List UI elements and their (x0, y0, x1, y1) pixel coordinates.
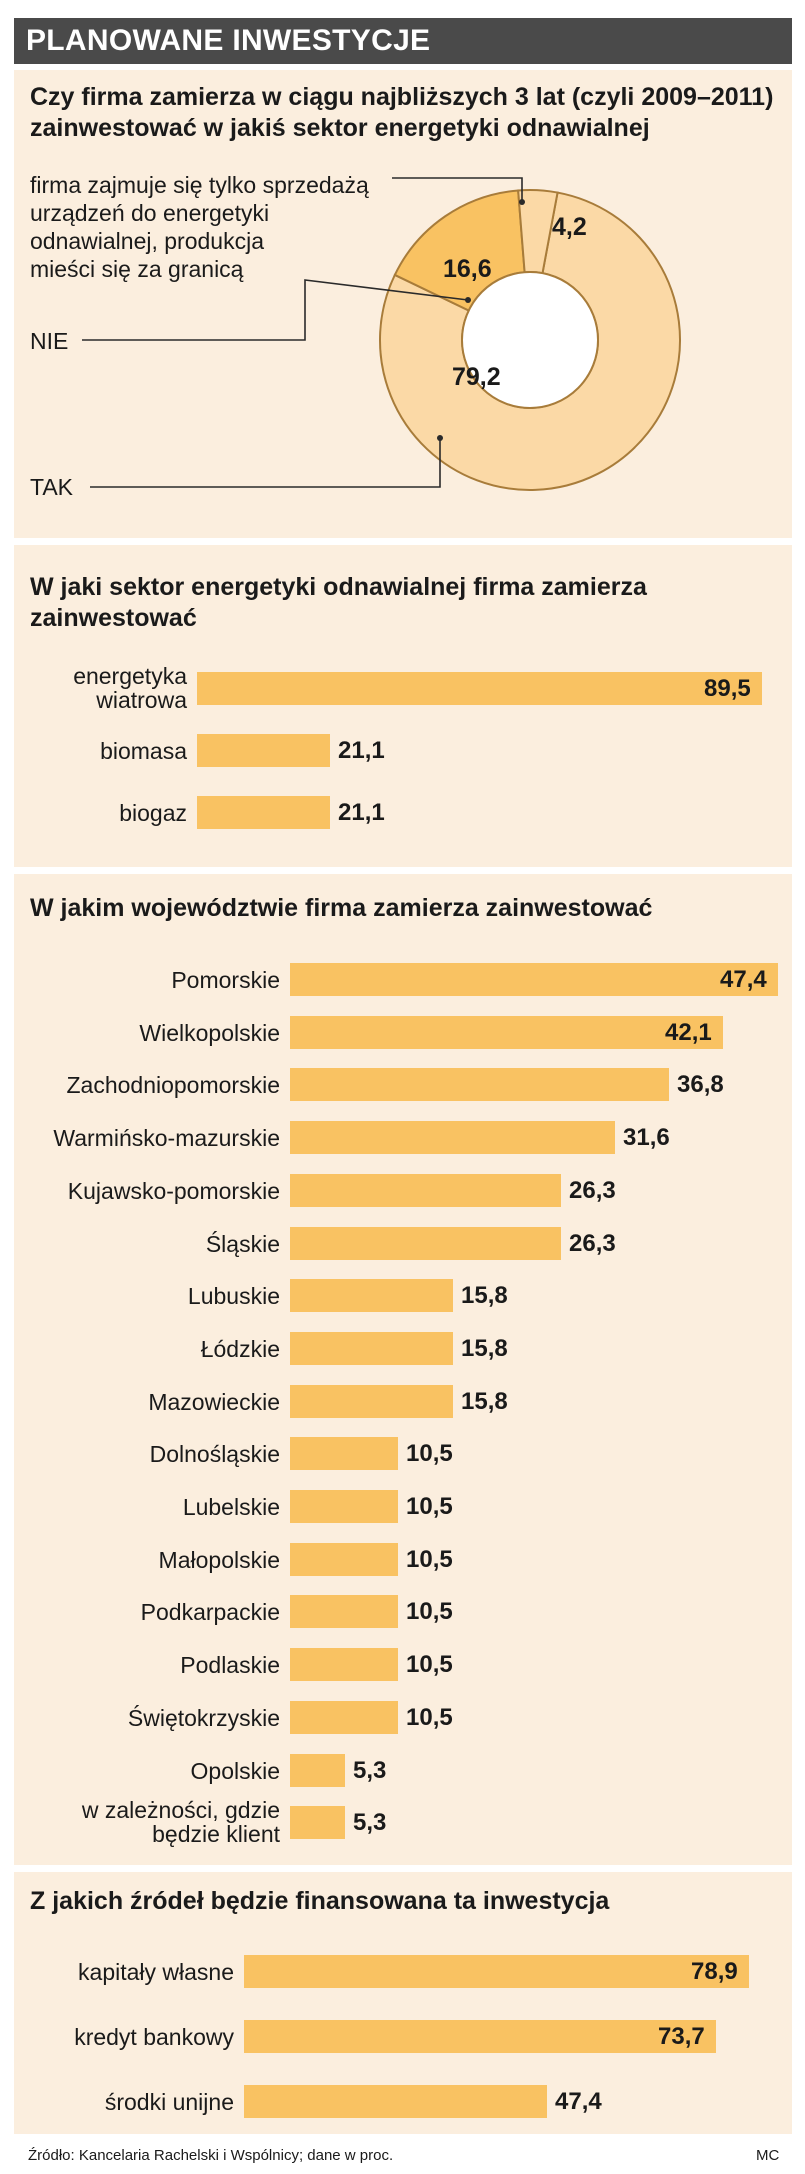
region-category-label: Podlaskie (180, 1652, 280, 1679)
region-value-label: 10,5 (406, 1440, 453, 1468)
divider (14, 1865, 792, 1872)
region-bar (290, 1015, 723, 1049)
financing-title: Z jakich źródeł będzie finansowana ta in… (30, 1887, 610, 1915)
financing-bar (244, 2085, 547, 2118)
region-category-label: Wielkopolskie (139, 1019, 280, 1046)
leader-line-nie (82, 279, 469, 341)
donut-foreign-label-line-1: firma zajmuje się tylko sprzedażą (30, 172, 369, 198)
region-bar (290, 1490, 398, 1523)
leader-dot-foreign (519, 199, 525, 205)
region-bar (290, 1173, 561, 1207)
region-category-label: Mazowieckie (148, 1388, 280, 1415)
region-bar (290, 1121, 615, 1155)
region-value-label: 36,8 (677, 1071, 724, 1099)
regions-title: W jakim województwie firma zamierza zain… (30, 894, 653, 922)
financing-category-label: kapitały własne (78, 1959, 234, 1985)
sector-value-label: 21,1 (338, 799, 385, 826)
leader-line-foreign (392, 177, 523, 202)
region-category-label: Kujawsko-pomorskie (67, 1177, 280, 1204)
leader-dot-tak (437, 435, 443, 441)
leader-dot-nie (465, 297, 471, 303)
divider (14, 867, 792, 874)
financing-value-label: 47,4 (555, 2088, 602, 2115)
donut-foreign-label-line-4: mieści się za granicą (30, 256, 244, 282)
sector-value-label: 21,1 (338, 737, 385, 764)
region-value-label: 10,5 (406, 1545, 453, 1573)
sector-value-label: 89,5 (704, 675, 751, 702)
region-bar (290, 1648, 398, 1682)
region-bar (290, 1068, 669, 1102)
region-value-label: 31,6 (623, 1124, 670, 1152)
region-value-label: 5,3 (353, 1809, 387, 1837)
region-value-label: 5,3 (353, 1756, 387, 1784)
sector-category-label: energetyka wiatrowa (73, 663, 187, 713)
donut-nie-label: NIE (30, 328, 69, 354)
financing-category-label: środki unijne (104, 2089, 234, 2115)
financing-bar (244, 1955, 749, 1988)
region-category-label: Śląskie (205, 1230, 280, 1257)
sectors-title: W jaki sektor energetyki odnawialnej fir… (30, 573, 647, 632)
region-bar (290, 1226, 561, 1260)
region-bar (290, 1595, 398, 1629)
region-category-label: Lubuskie (187, 1283, 280, 1310)
region-category-label: Dolnośląskie (149, 1441, 280, 1468)
donut-foreign-label-line-3: odnawialnej, produkcja (30, 228, 264, 254)
region-value-label: 10,5 (406, 1598, 453, 1626)
region-category-label: Zachodniopomorskie (66, 1072, 280, 1099)
financing-value-label: 73,7 (658, 2023, 705, 2050)
region-bar (290, 1331, 453, 1365)
sector-category-label: biomasa (100, 738, 187, 764)
region-bar (290, 1700, 398, 1734)
leader-line-tak (90, 438, 441, 488)
donut-value-foreign: 4,2 (552, 213, 587, 241)
divider (14, 538, 792, 545)
region-bar (290, 1806, 345, 1840)
sector-bar (197, 734, 330, 767)
region-bar (290, 1542, 398, 1576)
region-value-label: 10,5 (406, 1703, 453, 1731)
donut-value-tak: 79,2 (452, 363, 501, 391)
donut-hole (461, 271, 599, 409)
region-bar (290, 963, 778, 996)
region-bar (290, 1279, 453, 1313)
region-value-label: 10,5 (406, 1493, 453, 1520)
region-value-label: 10,5 (406, 1651, 453, 1679)
region-category-label: Łódzkie (200, 1335, 280, 1362)
financing-bar (244, 2020, 716, 2053)
region-value-label: 15,8 (461, 1334, 508, 1362)
region-value-label: 26,3 (569, 1229, 616, 1257)
region-value-label: 15,8 (461, 1387, 508, 1415)
author-credit: MC (756, 2147, 780, 2164)
region-category-label: Małopolskie (158, 1546, 280, 1573)
region-value-label: 15,8 (461, 1282, 508, 1310)
donut-foreign-label-line-2: urządzeń do energetyki (30, 200, 270, 226)
financing-category-label: kredyt bankowy (74, 2024, 234, 2050)
sector-bar (197, 672, 762, 705)
region-value-label: 26,3 (569, 1176, 616, 1204)
donut-value-nie: 16,6 (443, 255, 492, 283)
region-category-label: Podkarpackie (140, 1599, 280, 1626)
region-value-label: 42,1 (665, 1018, 712, 1046)
page-title: PLANOWANE INWESTYCJE (14, 18, 792, 64)
donut-question: Czy firma zamierza w ciągu najbliższych … (30, 83, 774, 142)
region-category-label: Warmińsko-mazurskie (53, 1125, 280, 1152)
region-category-label: Pomorskie (171, 967, 280, 993)
donut-chart: 79,2 16,6 4,2 (82, 177, 681, 491)
region-bar (290, 1753, 345, 1787)
source-note: Źródło: Kancelaria Rachelski i Wspólnicy… (28, 2147, 394, 2164)
region-category-label: Opolskie (190, 1757, 280, 1784)
sector-category-label: biogaz (119, 800, 187, 826)
financing-value-label: 78,9 (691, 1958, 738, 1985)
panel-sectors (14, 545, 792, 867)
region-bar (290, 1384, 453, 1418)
region-category-label: w zależności, gdzie będzie klient (81, 1797, 280, 1848)
sector-bar (197, 796, 330, 829)
region-value-label: 47,4 (720, 966, 767, 993)
region-category-label: Lubelskie (182, 1494, 280, 1520)
donut-tak-label: TAK (30, 474, 74, 500)
region-bar (290, 1437, 398, 1471)
region-category-label: Świętokrzyskie (127, 1704, 280, 1731)
